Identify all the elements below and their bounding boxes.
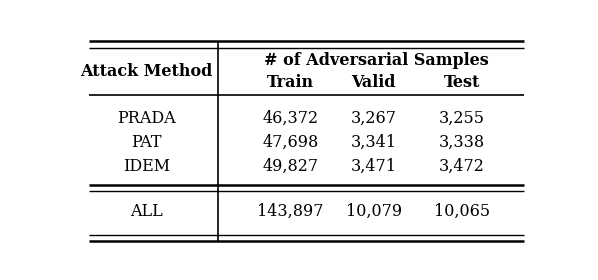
Text: 10,065: 10,065 [434,203,490,220]
Text: 3,471: 3,471 [350,158,396,175]
Text: 143,897: 143,897 [257,203,324,220]
Text: Attack Method: Attack Method [80,63,213,80]
Text: 46,372: 46,372 [262,110,318,127]
Text: Valid: Valid [352,74,396,91]
Text: 10,079: 10,079 [346,203,402,220]
Text: Test: Test [444,74,480,91]
Text: 3,267: 3,267 [350,110,396,127]
Text: 49,827: 49,827 [262,158,318,175]
Text: 47,698: 47,698 [262,134,318,151]
Text: Train: Train [267,74,314,91]
Text: # of Adversarial Samples: # of Adversarial Samples [264,52,489,69]
Text: 3,255: 3,255 [439,110,485,127]
Text: 3,341: 3,341 [350,134,396,151]
Text: ALL: ALL [130,203,163,220]
Text: 3,338: 3,338 [439,134,485,151]
Text: 3,472: 3,472 [439,158,484,175]
Text: PAT: PAT [132,134,162,151]
Text: IDEM: IDEM [123,158,170,175]
Text: PRADA: PRADA [117,110,176,127]
